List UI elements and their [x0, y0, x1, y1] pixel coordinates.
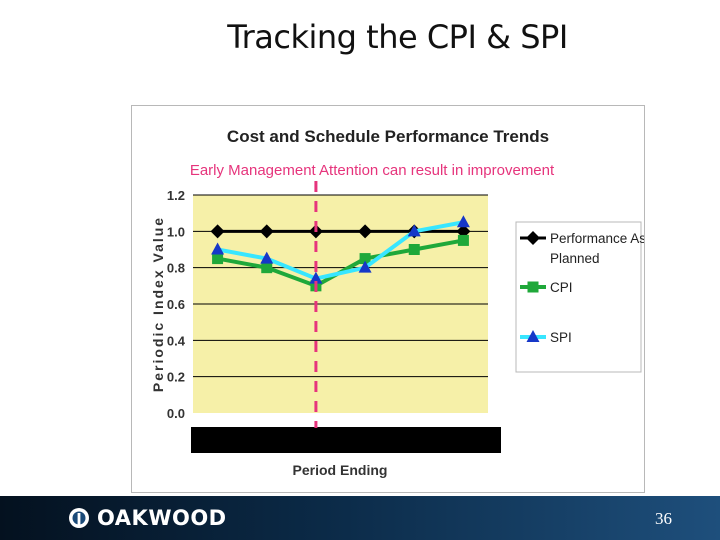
- x-axis-label: Period Ending: [293, 462, 388, 478]
- spi-point: [358, 260, 372, 273]
- x-tick-label-band: [191, 427, 501, 453]
- cpi-point: [261, 262, 273, 274]
- y-tick-label: 0.2: [167, 370, 185, 385]
- legend-box: [515, 221, 642, 373]
- legend-swatch-marker: [526, 330, 540, 342]
- cpi-point: [212, 253, 224, 265]
- cpi-point: [457, 234, 469, 246]
- spi-series-line: [217, 220, 464, 281]
- legend-label: CPI: [550, 280, 573, 295]
- y-tick-label: 0.8: [167, 261, 185, 276]
- brand: OAKWOOD: [68, 506, 227, 530]
- spi-point: [407, 224, 421, 237]
- planned-point: [259, 224, 274, 239]
- y-tick-label: 0.0: [167, 406, 185, 421]
- legend-label: SPI: [550, 330, 572, 345]
- footer-bar: OAKWOOD 36: [0, 496, 720, 540]
- chart-title: Cost and Schedule Performance Trends: [227, 127, 549, 146]
- y-axis-label: Periodic Index Value: [150, 216, 166, 392]
- y-tick-label: 1.0: [167, 224, 185, 239]
- y-tick-label: 0.4: [167, 333, 186, 348]
- page-number: 36: [655, 509, 672, 528]
- spi-point: [309, 271, 323, 284]
- chart-frame: Cost and Schedule Performance Trends Earl…: [131, 105, 645, 493]
- y-tick-label: 1.2: [167, 188, 185, 203]
- performance-trends-chart: Cost and Schedule Performance Trends Earl…: [150, 127, 644, 478]
- oakwood-logo-icon: [69, 508, 89, 528]
- legend-swatch-marker: [527, 281, 539, 293]
- cpi-point: [408, 244, 420, 255]
- planned-point: [358, 224, 373, 239]
- y-tick-label: 0.6: [167, 297, 185, 312]
- cpi-point: [359, 253, 371, 265]
- annotation-text: Early Management Attention can result in…: [190, 162, 555, 179]
- legend-swatch-marker: [526, 231, 540, 245]
- spi-point: [211, 242, 225, 255]
- spi-point: [456, 215, 470, 228]
- planned-point: [210, 224, 225, 239]
- planned-point: [456, 224, 471, 239]
- slide-title: Tracking the CPI & SPI: [227, 18, 568, 56]
- spi-point: [260, 251, 274, 264]
- legend-label: Performance As Planned: [550, 231, 644, 266]
- brand-name: OAKWOOD: [97, 506, 227, 530]
